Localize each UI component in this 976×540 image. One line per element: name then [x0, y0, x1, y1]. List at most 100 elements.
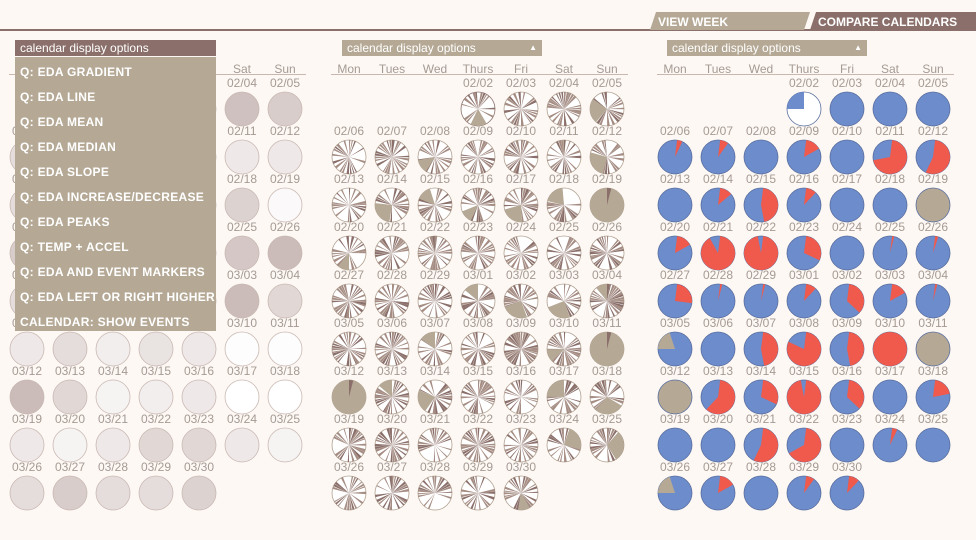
day-cell[interactable]: 03/04: [911, 268, 955, 320]
day-cell[interactable]: 03/14: [91, 364, 135, 416]
day-cell[interactable]: 02/03: [825, 76, 869, 128]
day-cell[interactable]: 03/07: [739, 316, 783, 368]
day-cell[interactable]: 02/08: [413, 124, 457, 176]
day-cell[interactable]: 02/07: [696, 124, 740, 176]
day-cell[interactable]: 03/06: [696, 316, 740, 368]
day-cell[interactable]: 03/19: [653, 412, 697, 464]
day-cell[interactable]: 03/22: [456, 412, 500, 464]
day-cell[interactable]: 03/04: [263, 268, 307, 320]
day-cell[interactable]: 02/24: [825, 220, 869, 272]
display-option-item[interactable]: Q: EDA INCREASE/DECREASE: [20, 190, 205, 204]
day-cell[interactable]: 03/10: [542, 316, 586, 368]
day-cell[interactable]: 03/23: [499, 412, 543, 464]
day-cell[interactable]: 02/16: [456, 172, 500, 224]
day-cell[interactable]: 03/24: [868, 412, 912, 464]
day-cell[interactable]: 02/23: [456, 220, 500, 272]
day-cell[interactable]: 02/12: [585, 124, 629, 176]
day-cell[interactable]: 03/25: [911, 412, 955, 464]
day-cell[interactable]: 02/28: [370, 268, 414, 320]
display-option-item[interactable]: Q: EDA LEFT OR RIGHT HIGHER: [20, 290, 215, 304]
day-cell[interactable]: 03/20: [370, 412, 414, 464]
day-cell[interactable]: 03/17: [220, 364, 264, 416]
day-cell[interactable]: 02/05: [585, 76, 629, 128]
day-cell[interactable]: 02/11: [220, 124, 264, 176]
day-cell[interactable]: 03/28: [91, 460, 135, 512]
day-cell[interactable]: 02/02: [456, 76, 500, 128]
day-cell[interactable]: 02/18: [220, 172, 264, 224]
day-cell[interactable]: 03/20: [48, 412, 92, 464]
day-cell[interactable]: 03/11: [585, 316, 629, 368]
display-option-item[interactable]: Q: EDA GRADIENT: [20, 65, 133, 79]
display-options-button[interactable]: calendar display options ▲: [667, 40, 867, 56]
day-cell[interactable]: 03/29: [782, 460, 826, 512]
day-cell[interactable]: 03/11: [263, 316, 307, 368]
day-cell[interactable]: 03/01: [782, 268, 826, 320]
day-cell[interactable]: 02/02: [782, 76, 826, 128]
day-cell[interactable]: 03/13: [48, 364, 92, 416]
day-cell[interactable]: 03/13: [370, 364, 414, 416]
day-cell[interactable]: 03/22: [782, 412, 826, 464]
day-cell[interactable]: 02/27: [653, 268, 697, 320]
day-cell[interactable]: 03/05: [653, 316, 697, 368]
day-cell[interactable]: 03/24: [542, 412, 586, 464]
day-cell[interactable]: 02/26: [263, 220, 307, 272]
day-cell[interactable]: 02/18: [542, 172, 586, 224]
day-cell[interactable]: 02/10: [825, 124, 869, 176]
day-cell[interactable]: 02/14: [370, 172, 414, 224]
day-cell[interactable]: 03/16: [177, 364, 221, 416]
day-cell[interactable]: 03/12: [653, 364, 697, 416]
day-cell[interactable]: 02/09: [782, 124, 826, 176]
day-cell[interactable]: 03/26: [653, 460, 697, 512]
display-option-item[interactable]: Q: EDA MEDIAN: [20, 140, 117, 154]
day-cell[interactable]: 02/10: [499, 124, 543, 176]
day-cell[interactable]: 03/26: [327, 460, 371, 512]
day-cell[interactable]: 03/02: [825, 268, 869, 320]
display-option-item[interactable]: Q: TEMP + ACCEL: [20, 240, 129, 254]
day-cell[interactable]: 03/28: [739, 460, 783, 512]
day-cell[interactable]: 02/07: [370, 124, 414, 176]
day-cell[interactable]: 02/16: [782, 172, 826, 224]
day-cell[interactable]: 03/03: [542, 268, 586, 320]
day-cell[interactable]: 03/01: [456, 268, 500, 320]
day-cell[interactable]: 02/17: [825, 172, 869, 224]
day-cell[interactable]: 02/09: [456, 124, 500, 176]
day-cell[interactable]: 03/18: [585, 364, 629, 416]
day-cell[interactable]: 02/13: [327, 172, 371, 224]
day-cell[interactable]: 02/13: [653, 172, 697, 224]
day-cell[interactable]: 02/24: [499, 220, 543, 272]
day-cell[interactable]: 02/27: [327, 268, 371, 320]
day-cell[interactable]: 03/06: [370, 316, 414, 368]
day-cell[interactable]: 03/09: [499, 316, 543, 368]
day-cell[interactable]: 02/25: [868, 220, 912, 272]
day-cell[interactable]: 02/28: [696, 268, 740, 320]
day-cell[interactable]: 02/25: [220, 220, 264, 272]
day-cell[interactable]: 03/08: [456, 316, 500, 368]
day-cell[interactable]: 02/25: [542, 220, 586, 272]
day-cell[interactable]: 03/15: [782, 364, 826, 416]
day-cell[interactable]: 02/22: [413, 220, 457, 272]
day-cell[interactable]: 02/29: [739, 268, 783, 320]
day-cell[interactable]: 02/29: [413, 268, 457, 320]
day-cell[interactable]: 03/30: [499, 460, 543, 512]
day-cell[interactable]: 02/11: [868, 124, 912, 176]
day-cell[interactable]: 02/21: [696, 220, 740, 272]
day-cell[interactable]: 02/21: [370, 220, 414, 272]
day-cell[interactable]: 03/19: [5, 412, 49, 464]
day-cell[interactable]: 02/26: [911, 220, 955, 272]
display-options-button[interactable]: calendar display options ▲: [342, 40, 542, 56]
day-cell[interactable]: 03/28: [413, 460, 457, 512]
day-cell[interactable]: 02/15: [739, 172, 783, 224]
day-cell[interactable]: 03/21: [739, 412, 783, 464]
display-option-item[interactable]: Q: EDA PEAKS: [20, 215, 110, 229]
day-cell[interactable]: 02/05: [263, 76, 307, 128]
compare-calendars-tab[interactable]: COMPARE CALENDARS: [810, 12, 976, 30]
day-cell[interactable]: 03/09: [825, 316, 869, 368]
display-option-item[interactable]: Q: EDA MEAN: [20, 115, 104, 129]
day-cell[interactable]: 03/08: [782, 316, 826, 368]
day-cell[interactable]: 03/03: [868, 268, 912, 320]
day-cell[interactable]: 03/14: [739, 364, 783, 416]
day-cell[interactable]: 03/23: [825, 412, 869, 464]
day-cell[interactable]: 02/20: [327, 220, 371, 272]
day-cell[interactable]: 03/24: [220, 412, 264, 464]
day-cell[interactable]: 02/19: [911, 172, 955, 224]
